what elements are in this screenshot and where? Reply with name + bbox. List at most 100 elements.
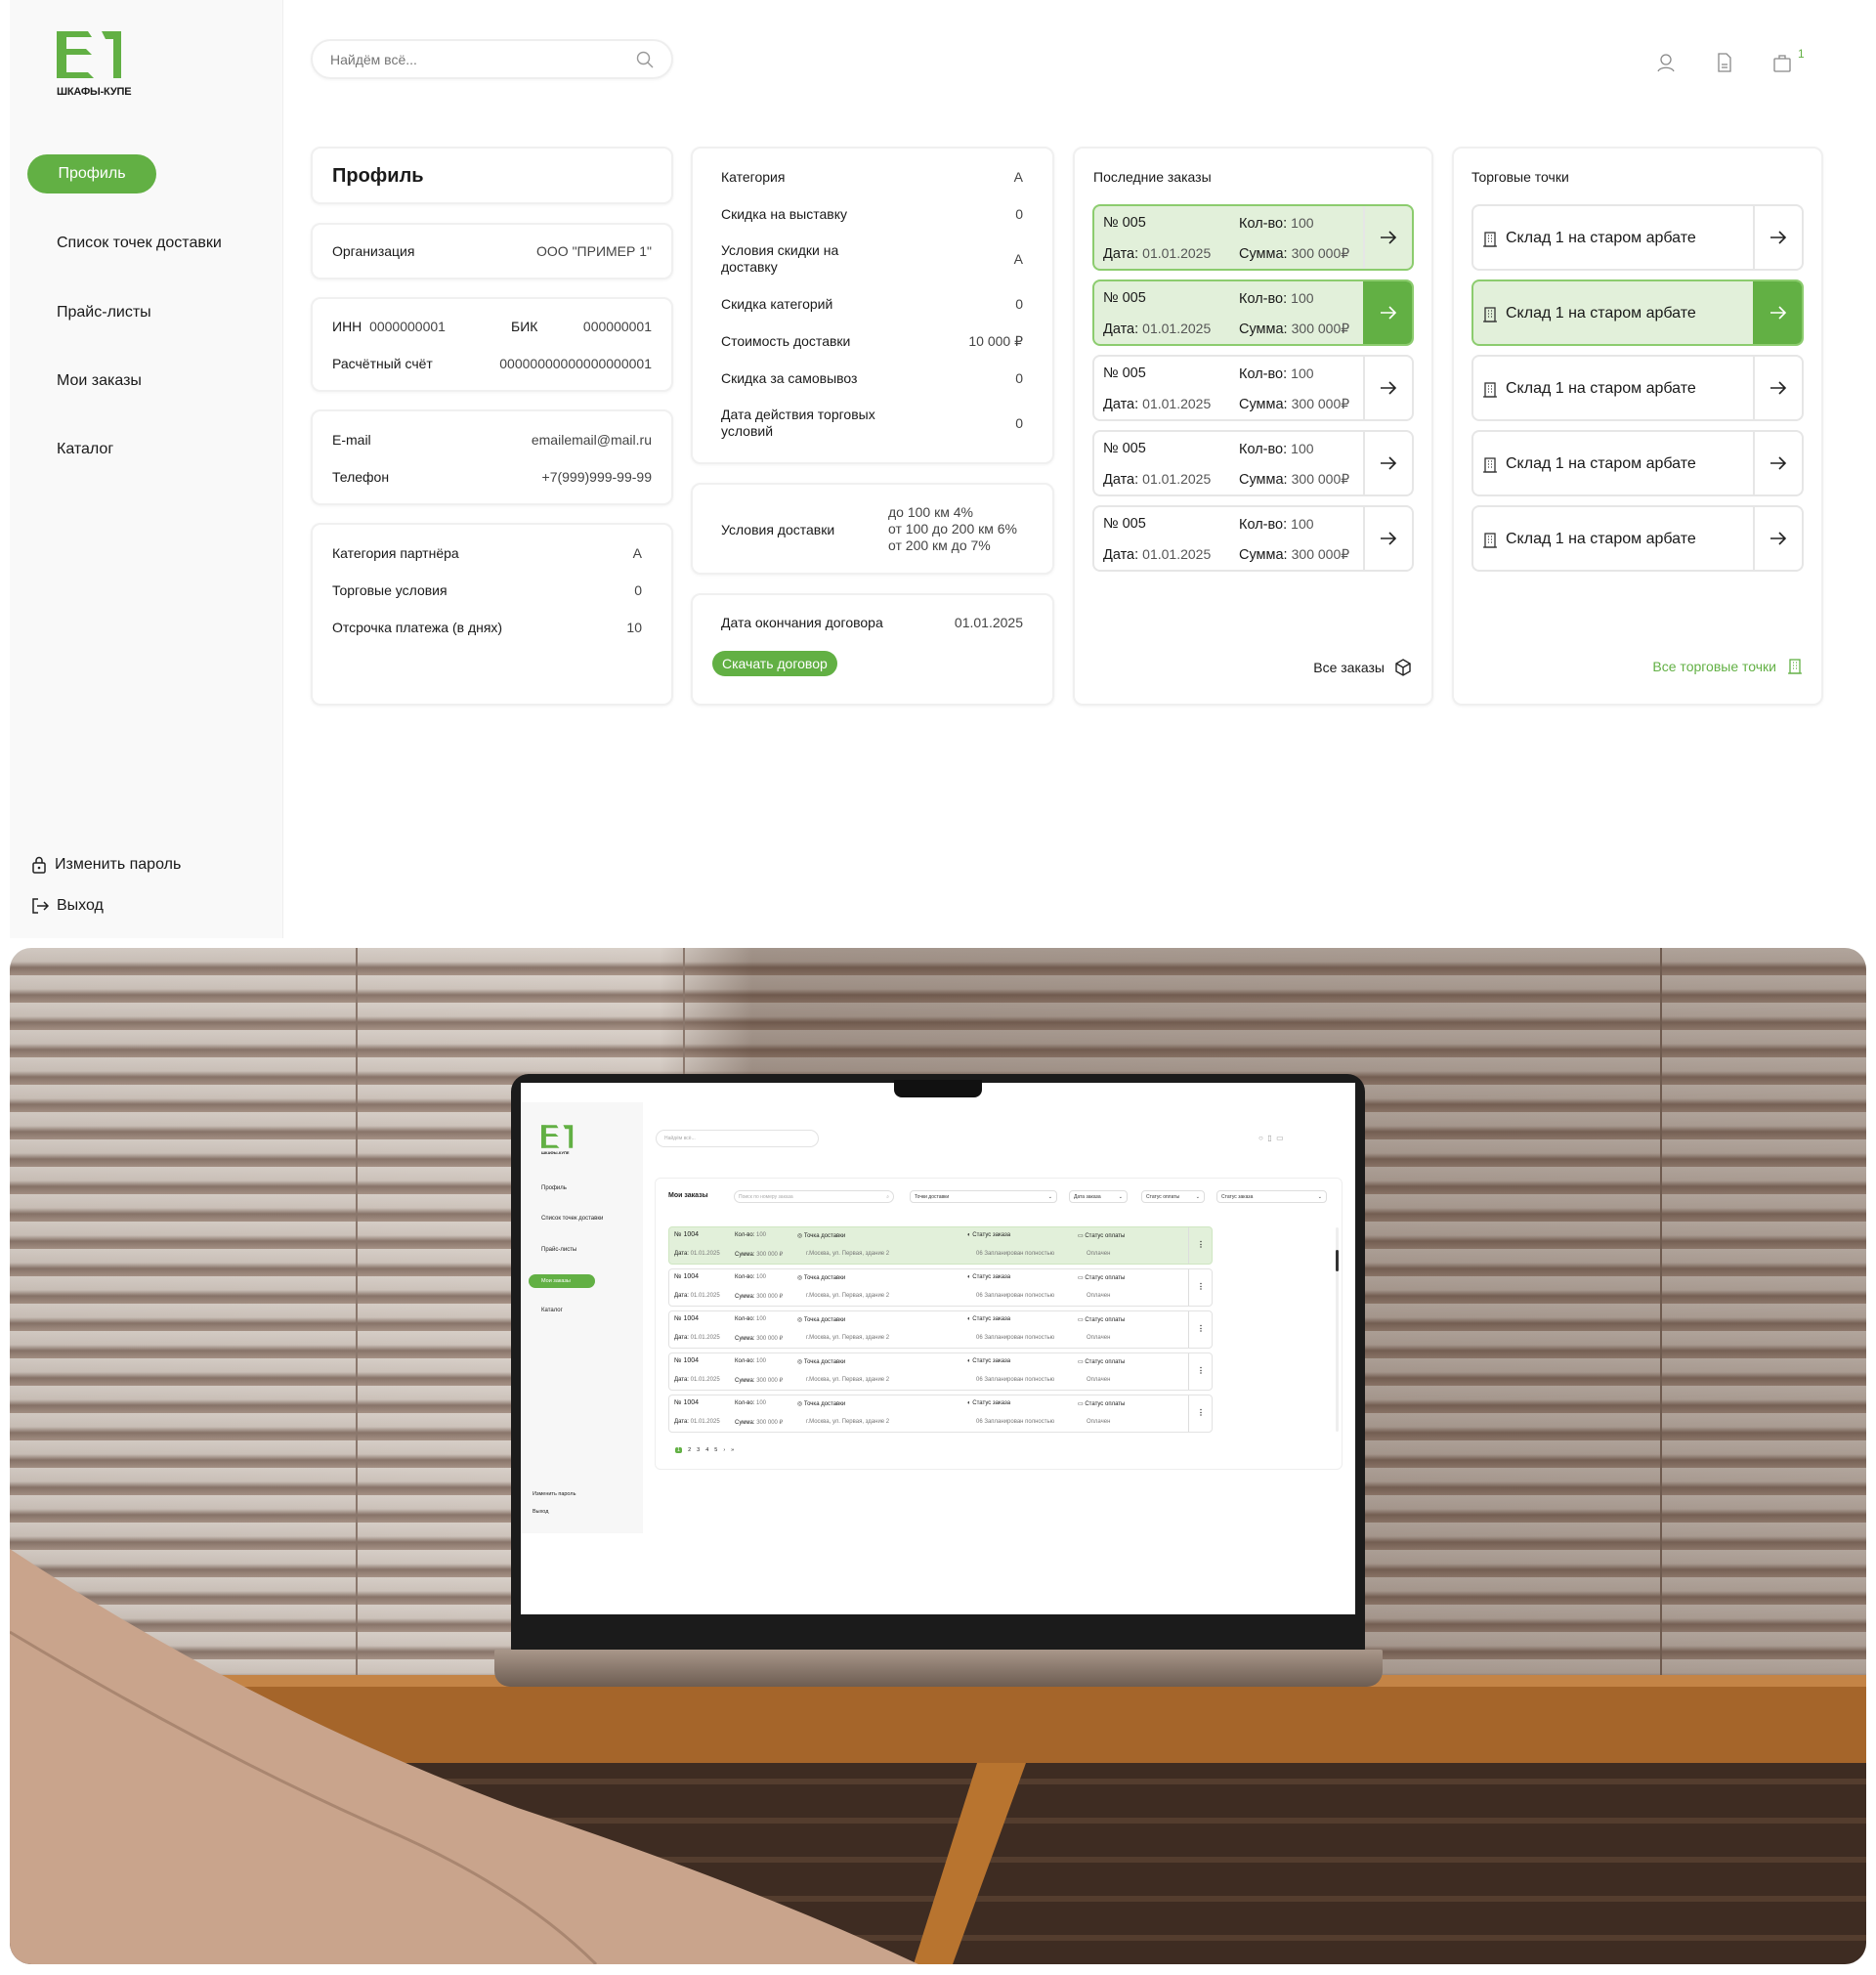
mini-page-link[interactable]: »	[731, 1447, 735, 1453]
mini-pay: Оплачен	[1087, 1293, 1111, 1299]
mini-kebab-icon[interactable]: ⋮	[1197, 1408, 1205, 1417]
open-order-button[interactable]	[1363, 357, 1412, 419]
sidebar-item-my-orders[interactable]: Мои заказы	[57, 372, 142, 389]
order-item[interactable]: № 005 Кол-во: 100 Дата: 01.01.2025 Сумма…	[1092, 204, 1414, 271]
requisites-card: ИНН 0000000001 БИК 000000001 Расчётный счё…	[311, 297, 673, 392]
mini-kebab-icon[interactable]: ⋮	[1197, 1366, 1205, 1375]
mini-kebab-icon[interactable]: ⋮	[1197, 1240, 1205, 1249]
date-value: 01.01.2025	[1142, 471, 1212, 487]
store-name: Склад 1 на старом арбате	[1506, 531, 1696, 547]
open-store-button[interactable]	[1753, 507, 1802, 570]
email-label: E-mail	[332, 432, 371, 448]
camera-notch	[894, 1080, 982, 1097]
search-input[interactable]	[330, 51, 604, 67]
download-contract-button[interactable]: Скачать договор	[712, 651, 837, 676]
mini-status-label: Статус заказа	[972, 1316, 1011, 1322]
laptop-screen: ШКАФЫ-КУПЕ Профиль Список точек доставки…	[521, 1083, 1355, 1614]
mini-filter-date[interactable]: Дата заказа ⌄	[1069, 1190, 1128, 1203]
mini-nav-item[interactable]: Профиль	[541, 1185, 567, 1191]
mini-scrollbar-thumb[interactable]	[1336, 1250, 1339, 1271]
mini-pay: Оплачен	[1087, 1335, 1111, 1341]
mini-search[interactable]: Найдём всё...	[656, 1130, 819, 1147]
mini-page-link[interactable]: 2	[688, 1447, 692, 1453]
open-order-button[interactable]	[1363, 507, 1412, 570]
mini-order-row[interactable]: № 1004 Кол-во: 100 Дата: 01.01.2025 Сумм…	[668, 1310, 1213, 1349]
mini-page-link[interactable]: 1	[675, 1447, 683, 1453]
store-item[interactable]: Склад 1 на старом арбате	[1471, 430, 1804, 496]
mini-logo-text: ШКАФЫ-КУПЕ	[541, 1150, 570, 1155]
mini-nav-item[interactable]: Прайс-листы	[541, 1247, 577, 1253]
logout-link[interactable]: Выход	[31, 897, 104, 915]
open-store-button[interactable]	[1753, 357, 1802, 419]
document-icon[interactable]	[1713, 51, 1736, 74]
user-icon[interactable]	[1654, 51, 1678, 74]
mini-sum-label: Сумма:	[735, 1336, 755, 1342]
open-order-button[interactable]	[1363, 432, 1412, 494]
order-item[interactable]: № 005 Кол-во: 100 Дата: 01.01.2025 Сумма…	[1092, 505, 1414, 572]
mini-logout[interactable]: Выход	[533, 1509, 549, 1515]
mini-nav-item-active[interactable]: Мои заказы	[529, 1274, 595, 1288]
organization-label: Организация	[332, 243, 415, 259]
mini-kebab-icon[interactable]: ⋮	[1197, 1324, 1205, 1333]
open-order-button[interactable]	[1363, 281, 1412, 344]
sidebar-item-catalog[interactable]: Каталог	[57, 441, 114, 457]
logo-mark-icon	[57, 31, 121, 78]
payment-delay-value: 10	[626, 620, 642, 635]
all-stores-link[interactable]: Все торговые точки	[1652, 659, 1802, 674]
sidebar-item-delivery-points[interactable]: Список точек доставки	[57, 235, 222, 251]
mini-order-row[interactable]: № 1004 Кол-во: 100 Дата: 01.01.2025 Сумм…	[668, 1395, 1213, 1433]
mini-nav-item[interactable]: Каталог	[541, 1308, 563, 1313]
condition-value: A	[1013, 251, 1023, 267]
mini-page-link[interactable]: 4	[705, 1447, 709, 1453]
open-store-button[interactable]	[1753, 432, 1802, 494]
cart-icon[interactable]	[1771, 51, 1795, 74]
mini-page-link[interactable]: ›	[723, 1447, 726, 1453]
logo[interactable]: ШКАФЫ-КУПЕ	[57, 31, 135, 98]
mini-date-label: Дата:	[674, 1251, 689, 1257]
sidebar-item-profile[interactable]: Профиль	[27, 154, 156, 193]
order-item[interactable]: № 005 Кол-во: 100 Дата: 01.01.2025 Сумма…	[1092, 279, 1414, 346]
store-item[interactable]: Склад 1 на старом арбате	[1471, 279, 1804, 346]
mini-page-link[interactable]: 3	[697, 1447, 701, 1453]
mini-order-row[interactable]: № 1004 Кол-во: 100 Дата: 01.01.2025 Сумм…	[668, 1268, 1213, 1307]
sum-label: Сумма:	[1239, 246, 1288, 262]
store-item[interactable]: Склад 1 на старом арбате	[1471, 355, 1804, 421]
mini-order-row[interactable]: № 1004 Кол-во: 100 Дата: 01.01.2025 Сумм…	[668, 1352, 1213, 1391]
contract-end-label: Дата окончания договора	[721, 615, 883, 630]
date-label: Дата:	[1103, 397, 1139, 412]
sidebar-item-price-lists[interactable]: Прайс-листы	[57, 304, 151, 321]
open-store-button[interactable]	[1753, 281, 1802, 344]
open-store-button[interactable]	[1753, 206, 1802, 269]
mini-filter-status[interactable]: Статус заказа ⌄	[1216, 1190, 1327, 1203]
search-icon[interactable]	[636, 51, 654, 68]
search-bar[interactable]	[311, 39, 673, 79]
mini-page-link[interactable]: 5	[714, 1447, 718, 1453]
condition-label: Условия скидки на доставку	[721, 242, 839, 275]
condition-label: Стоимость доставки	[721, 333, 851, 349]
mini-date: 01.01.2025	[690, 1251, 720, 1257]
mini-filter-points[interactable]: Точки доставки ⌄	[910, 1190, 1057, 1203]
mini-order-search[interactable]: Поиск по номеру заказа ⌕	[734, 1190, 894, 1203]
store-item[interactable]: Склад 1 на старом арбате	[1471, 505, 1804, 572]
change-password-link[interactable]: Изменить пароль	[31, 856, 181, 874]
inn-value: 0000000001	[369, 319, 446, 334]
mini-kebab-icon[interactable]: ⋮	[1197, 1282, 1205, 1291]
order-item[interactable]: № 005 Кол-во: 100 Дата: 01.01.2025 Сумма…	[1092, 430, 1414, 496]
mini-nav-item[interactable]: Список точек доставки	[541, 1216, 604, 1222]
partner-category-value: A	[632, 545, 642, 561]
contract-card: Дата окончания договора 01.01.2025 Скачат…	[691, 593, 1054, 706]
store-item[interactable]: Склад 1 на старом арбате	[1471, 204, 1804, 271]
mini-change-password[interactable]: Изменить пароль	[533, 1491, 576, 1497]
order-item[interactable]: № 005 Кол-во: 100 Дата: 01.01.2025 Сумма…	[1092, 355, 1414, 421]
mini-qty-label: Кол-во:	[735, 1316, 755, 1322]
trade-conditions-card: Категория A Скидка на выставку 0 Условия с…	[691, 147, 1054, 464]
box-icon	[1395, 659, 1411, 676]
all-orders-link[interactable]: Все заказы	[1313, 659, 1412, 676]
mini-filter-label: Статус оплаты	[1146, 1194, 1180, 1200]
stores-card: Торговые точки Склад 1 на старом арбате …	[1452, 147, 1823, 706]
trade-terms-value: 0	[634, 582, 642, 598]
mini-scrollbar[interactable]	[1336, 1227, 1339, 1432]
mini-filter-payment[interactable]: Статус оплаты ⌄	[1141, 1190, 1205, 1203]
open-order-button[interactable]	[1363, 206, 1412, 269]
mini-order-row[interactable]: № 1004 Кол-во: 100 Дата: 01.01.2025 Сумм…	[668, 1226, 1213, 1265]
